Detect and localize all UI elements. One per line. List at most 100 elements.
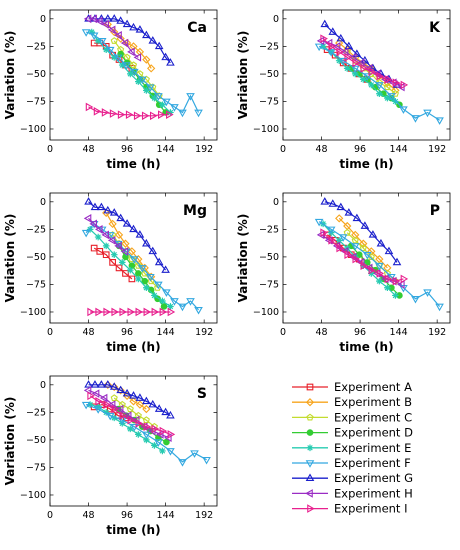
- data-point: [94, 37, 102, 45]
- legend-entry-experiment-d: Experiment D: [292, 426, 413, 440]
- data-point: [116, 385, 125, 394]
- data-point: [135, 431, 142, 438]
- data-point: [142, 396, 151, 405]
- x-tick-label: 96: [121, 510, 133, 521]
- data-point: [99, 393, 108, 403]
- y-tick-label: −25: [259, 225, 279, 236]
- series-line: [113, 397, 155, 428]
- data-point: [167, 307, 176, 317]
- y-axis-label: Variation (%): [3, 397, 17, 486]
- data-point: [383, 263, 392, 273]
- data-point: [350, 243, 360, 251]
- data-point: [135, 270, 142, 277]
- data-point: [142, 404, 151, 414]
- data-point: [126, 405, 134, 413]
- data-point: [135, 307, 144, 317]
- data-point: [115, 264, 123, 272]
- data-point: [194, 306, 203, 315]
- data-point: [154, 257, 164, 266]
- data-point: [178, 109, 187, 118]
- data-point: [359, 239, 368, 248]
- data-point: [352, 213, 362, 222]
- panel-title: Ca: [187, 20, 207, 36]
- legend-marker: [306, 429, 314, 436]
- data-point: [113, 54, 123, 63]
- x-tick-label: 48: [82, 510, 94, 521]
- data-point: [384, 75, 393, 84]
- series-line: [88, 201, 167, 271]
- x-tick-label: 192: [195, 144, 213, 155]
- x-tick-label: 96: [121, 144, 133, 155]
- data-point: [95, 225, 103, 234]
- legend-entry-experiment-f: Experiment F: [292, 456, 411, 470]
- data-point: [314, 43, 324, 52]
- data-point: [166, 448, 175, 456]
- panel-title: K: [429, 20, 441, 36]
- data-point: [384, 274, 393, 284]
- data-point: [143, 87, 150, 94]
- data-point: [122, 19, 132, 28]
- data-point: [142, 30, 151, 39]
- y-tick-label: −50: [26, 435, 46, 446]
- y-tick-label: −100: [20, 307, 46, 318]
- data-point: [344, 250, 352, 260]
- y-tick-label: −75: [259, 97, 279, 108]
- data-point: [118, 61, 126, 69]
- data-point: [96, 248, 104, 255]
- data-point: [129, 391, 138, 399]
- data-point: [411, 295, 420, 304]
- data-point: [101, 20, 109, 29]
- y-tick-label: −100: [20, 124, 46, 135]
- x-tick-label: 144: [157, 327, 175, 338]
- legend-marker: [305, 489, 313, 498]
- data-point: [392, 257, 402, 266]
- y-axis-label: Variation (%): [3, 214, 17, 303]
- data-point: [355, 251, 363, 258]
- x-tick-label: 96: [354, 327, 366, 338]
- plot-frame: [49, 9, 218, 141]
- data-point: [133, 53, 142, 62]
- data-point: [127, 247, 137, 256]
- data-point: [128, 275, 136, 283]
- data-point: [102, 208, 111, 217]
- data-point: [154, 404, 164, 412]
- data-point: [336, 243, 344, 253]
- data-point: [159, 447, 166, 455]
- data-point: [110, 414, 118, 422]
- legend-label: Experiment B: [334, 395, 412, 409]
- data-point: [351, 236, 359, 244]
- data-point: [368, 230, 378, 238]
- series-line: [322, 45, 396, 102]
- data-point: [376, 277, 383, 285]
- y-tick-label: −75: [26, 463, 46, 474]
- x-tick-label: 192: [428, 327, 446, 338]
- x-tick-label: 144: [157, 510, 175, 521]
- data-point: [411, 115, 420, 123]
- data-point: [320, 19, 330, 28]
- legend-label: Experiment D: [334, 426, 413, 440]
- data-point: [335, 57, 343, 64]
- data-point: [90, 380, 100, 388]
- data-point: [118, 400, 126, 408]
- data-point: [326, 49, 336, 57]
- data-point: [129, 61, 138, 69]
- y-tick-label: −50: [26, 69, 46, 80]
- data-point: [368, 67, 377, 77]
- data-point: [362, 73, 372, 81]
- data-point: [133, 111, 142, 121]
- data-point: [376, 238, 386, 247]
- series-experiment-i: [320, 228, 409, 286]
- data-point: [142, 55, 151, 64]
- data-point: [127, 47, 135, 57]
- data-point: [147, 64, 156, 73]
- data-point: [121, 62, 131, 70]
- data-point: [320, 228, 328, 237]
- data-point: [142, 75, 150, 83]
- panel-title: P: [430, 203, 440, 219]
- legend-marker: [306, 413, 314, 421]
- series-experiment-f: [314, 218, 444, 312]
- data-point: [120, 38, 129, 48]
